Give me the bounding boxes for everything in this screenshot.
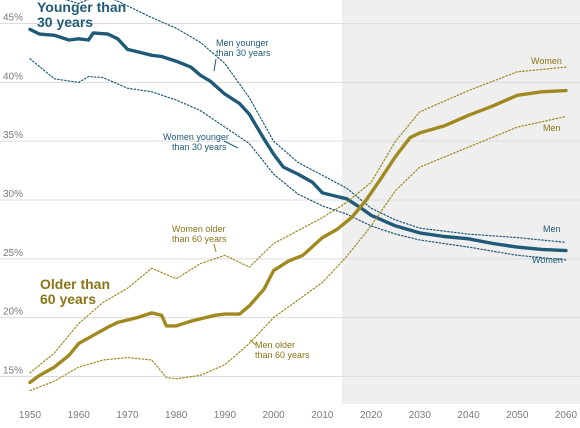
series-line-young-total (28, 27, 568, 253)
series-line-young-women (29, 58, 567, 261)
label-men-younger-line2: than 30 years (216, 48, 271, 58)
x-tick-label: 1950 (19, 410, 42, 421)
projection-shading (341, 0, 580, 404)
y-tick-label: 40% (3, 71, 23, 82)
y-tick-label: 15% (3, 365, 23, 376)
y-tick-label: 35% (3, 130, 23, 141)
series-line-old-total (28, 88, 568, 385)
x-tick-label: 2020 (360, 410, 383, 421)
title-older-line1: Older than (40, 276, 110, 292)
title-younger-line1: Younger than (37, 0, 126, 15)
y-tick-label: 30% (3, 189, 23, 200)
x-tick-label: 1990 (214, 410, 237, 421)
x-tick-label: 1970 (116, 410, 139, 421)
leader-men-younger (213, 58, 217, 72)
x-tick-label: 1980 (165, 410, 188, 421)
x-tick-label: 2000 (263, 410, 286, 421)
series-line-young-men (64, 0, 567, 243)
y-tick-label: 45% (3, 13, 23, 24)
x-tick-label: 2010 (311, 410, 334, 421)
label-women-end-gold: Women (531, 56, 562, 66)
y-tick-label: 25% (3, 248, 23, 259)
leader-women-older (213, 243, 217, 253)
x-tick-label: 2030 (409, 410, 432, 421)
x-tick-label: 2040 (457, 410, 480, 421)
leader-women-younger (223, 140, 239, 149)
label-men-younger-line1: Men younger (216, 38, 269, 48)
label-men-end-gold: Men (543, 123, 561, 133)
x-tick-label: 2050 (506, 410, 529, 421)
label-women-older-line1: Women older (172, 224, 225, 234)
label-women-end: Women (532, 255, 563, 265)
label-men-older-line1: Men older (255, 340, 295, 350)
label-men-end: Men (543, 224, 561, 234)
leader-men-older (249, 339, 257, 346)
title-younger-line2: 30 years (37, 14, 93, 30)
label-men-older-line2: than 60 years (255, 350, 310, 360)
title-older-line2: 60 years (40, 291, 96, 307)
label-women-older-line2: than 60 years (172, 234, 227, 244)
x-tick-label: 1960 (68, 410, 91, 421)
label-women-younger-line2: than 30 years (172, 142, 227, 152)
x-tick-label: 2060 (555, 410, 578, 421)
y-tick-label: 20% (3, 307, 23, 318)
series-line-old-men (29, 115, 567, 392)
label-women-younger-line1: Women younger (163, 132, 229, 142)
series-line-old-women (29, 66, 567, 374)
